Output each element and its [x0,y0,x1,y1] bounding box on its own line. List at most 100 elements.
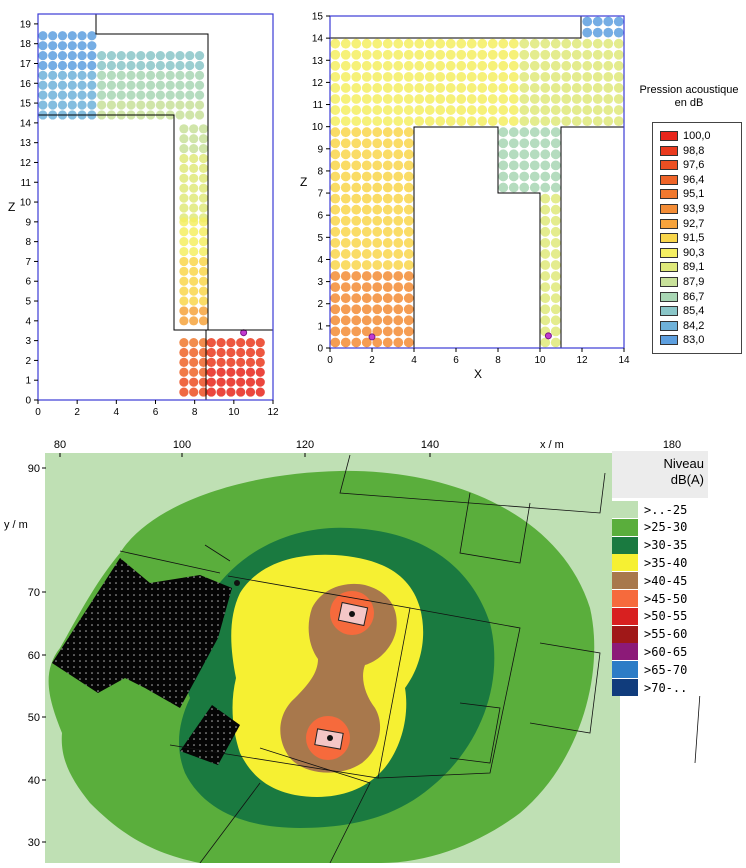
building-dot [205,744,207,746]
chart-1-dot [136,100,146,110]
building-dot [79,654,81,656]
chart-2-dot [550,337,561,348]
building-dot [115,672,117,674]
chart-2-dot [403,49,414,60]
chart-1-ytick-label: 14 [20,118,32,129]
chart-1-dot [106,70,117,80]
legend-1-item: 85,4 [660,304,704,318]
chart-1-dot [97,70,107,80]
chart-1-ytick-label: 19 [20,19,32,30]
chart-2-xtick-label: 14 [618,355,630,366]
building-dot [205,582,207,584]
building-dot [145,648,147,650]
legend-1-swatch [660,335,678,346]
chart-2-dot [351,293,362,304]
building-dot [79,630,81,632]
building-dot [133,570,135,572]
chart-1-dot [255,357,265,367]
chart-1-dot [226,357,236,367]
building-dot [169,612,171,614]
legend-2-swatch [612,679,638,696]
building-dot [169,630,171,632]
building-dot [199,654,201,656]
chart-1-dot [194,90,205,100]
building-dot [121,570,123,572]
building-dot [157,588,159,590]
chart-2-dot [403,83,414,93]
building-dot [175,690,177,692]
legend-1-swatch [660,306,678,317]
chart-1-dot [179,357,189,367]
chart-2-dot [487,94,498,104]
chart-1-dot [155,70,165,80]
chart-1-dot [194,70,205,80]
building-dot [97,684,99,686]
building-dot [235,726,237,728]
legend-1-swatch [660,204,678,214]
legend-2-swatch [612,643,638,661]
chart-2-dot [330,249,341,259]
building-dot [121,660,123,662]
chart-2-dot [361,193,372,204]
building-dot [199,750,201,752]
building-dot [199,660,201,662]
chart-2-dot [456,38,467,49]
building-dot [211,738,213,740]
chart-1-dot [194,50,205,61]
chart-2-dot [487,116,498,127]
chart-2-dot [613,71,624,82]
legend-1-swatch [660,247,678,258]
outline-w2 [204,544,231,562]
building-dot [175,624,177,626]
building-dot [199,666,201,668]
building-dot [175,636,177,638]
chart-1-dot [179,163,189,173]
chart-2-ytick-label: 4 [317,255,323,266]
chart-2-dot [477,83,488,93]
building-dot [109,654,111,656]
chart-1-dot [236,357,246,367]
chart-2-geometry-outline [330,16,582,39]
chart-1-dot [198,193,209,203]
chart-2-dot [414,94,425,104]
building-dot [217,630,219,632]
chart-2-dot [561,83,572,93]
chart-1-dot [189,377,199,387]
building-dot [169,648,171,650]
chart-2-dot [498,94,509,104]
chart-1-dot [146,90,156,100]
building-dot [133,672,135,674]
building-dot [157,684,159,686]
building-dot [205,600,207,602]
legend-1-label: 90,3 [683,246,705,259]
chart-2-dot [582,49,593,60]
chart-2-dot [445,60,456,71]
chart-1-dot [179,377,189,387]
chart-1-ytick-label: 6 [25,277,31,288]
legend-2-header: Niveau dB(A) [612,451,708,498]
chart-2-dot [382,105,393,115]
chart-2-dot [477,49,488,60]
building-dot [103,660,105,662]
building-dot [139,660,141,662]
building-dot [217,726,219,728]
chart-2-dot [540,260,551,270]
chart-1-dot [255,347,265,358]
building-dot [133,618,135,620]
chart-1-dot [198,316,209,326]
legend-2-label: >45-50 [644,591,688,606]
chart-2-dot [498,138,509,149]
chart-2-dot [340,116,351,127]
chart-2-dot [519,149,530,160]
chart-2-dot [351,94,362,104]
chart-2-dot [540,193,551,204]
building-dot [97,636,99,638]
chart-2-dot [498,38,509,49]
chart-2-dot [529,149,540,160]
legend-1-label: 91,5 [683,232,705,245]
chart-2-dot [445,38,456,49]
chart-2-dot [550,171,561,182]
chart-1-ytick-label: 7 [25,257,31,268]
chart-1-ytick-label: 10 [20,198,32,209]
chart-2-dot [456,49,467,60]
